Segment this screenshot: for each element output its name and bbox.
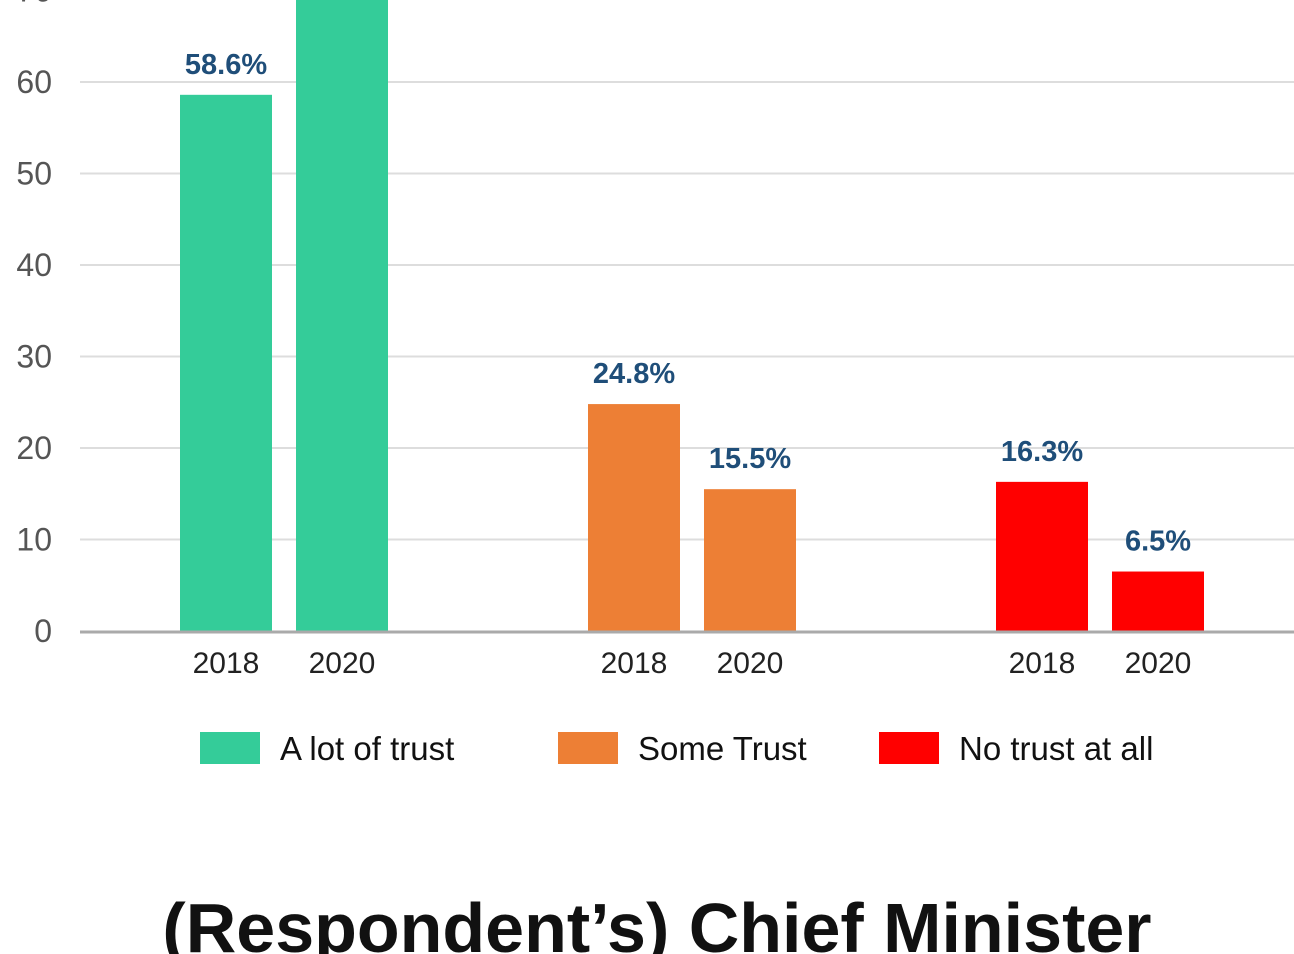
x-axis-ticks: 2018 2020 2018 2020 2018 2020: [193, 647, 1192, 680]
y-tick-label-30: 30: [16, 339, 52, 375]
bar-2-2020: [1112, 571, 1204, 631]
x-tick-label-2-2020: 2020: [1125, 647, 1192, 680]
data-labels: 58.6% 24.8% 15.5% 16.3% 6.5%: [185, 49, 1191, 558]
x-tick-label-2-2018: 2018: [1009, 647, 1076, 680]
y-tick-label-40: 40: [16, 247, 52, 283]
data-label-2-2020: 6.5%: [1125, 526, 1191, 558]
grid-lines: [80, 81, 1294, 541]
chart-title: (Respondent’s) Chief Minister: [162, 889, 1151, 954]
bars: [180, 0, 1204, 632]
x-tick-label-1-2018: 2018: [601, 647, 668, 680]
x-tick-label-0-2020: 2020: [309, 647, 376, 680]
y-tick-label-0: 0: [34, 613, 52, 649]
y-tick-label-70: 70: [16, 0, 52, 9]
y-tick-label-60: 60: [16, 64, 52, 100]
data-label-0-2018: 58.6%: [185, 49, 267, 81]
bar-1-2020: [704, 489, 796, 631]
data-label-1-2018: 24.8%: [593, 358, 675, 390]
legend-swatch-1: [558, 732, 618, 764]
bar-0-2020: [296, 0, 388, 632]
x-tick-label-1-2020: 2020: [717, 647, 784, 680]
y-tick-label-20: 20: [16, 430, 52, 466]
data-label-1-2020: 15.5%: [709, 443, 791, 475]
legend-label-1: Some Trust: [638, 730, 807, 767]
bar-2-2018: [996, 481, 1088, 631]
legend-swatch-0: [200, 732, 260, 764]
data-label-2-2018: 16.3%: [1001, 436, 1083, 468]
y-tick-label-50: 50: [16, 156, 52, 192]
legend-label-0: A lot of trust: [280, 730, 454, 767]
bar-0-2018: [180, 94, 272, 631]
y-tick-label-10: 10: [16, 522, 52, 558]
legend: A lot of trust Some Trust No trust at all: [200, 730, 1153, 767]
legend-swatch-2: [879, 732, 939, 764]
y-axis-ticks: 0 10 20 30 40 50 60 70: [16, 0, 52, 649]
x-tick-label-0-2018: 2018: [193, 647, 260, 680]
legend-label-2: No trust at all: [959, 730, 1153, 767]
bar-1-2018: [588, 404, 680, 631]
